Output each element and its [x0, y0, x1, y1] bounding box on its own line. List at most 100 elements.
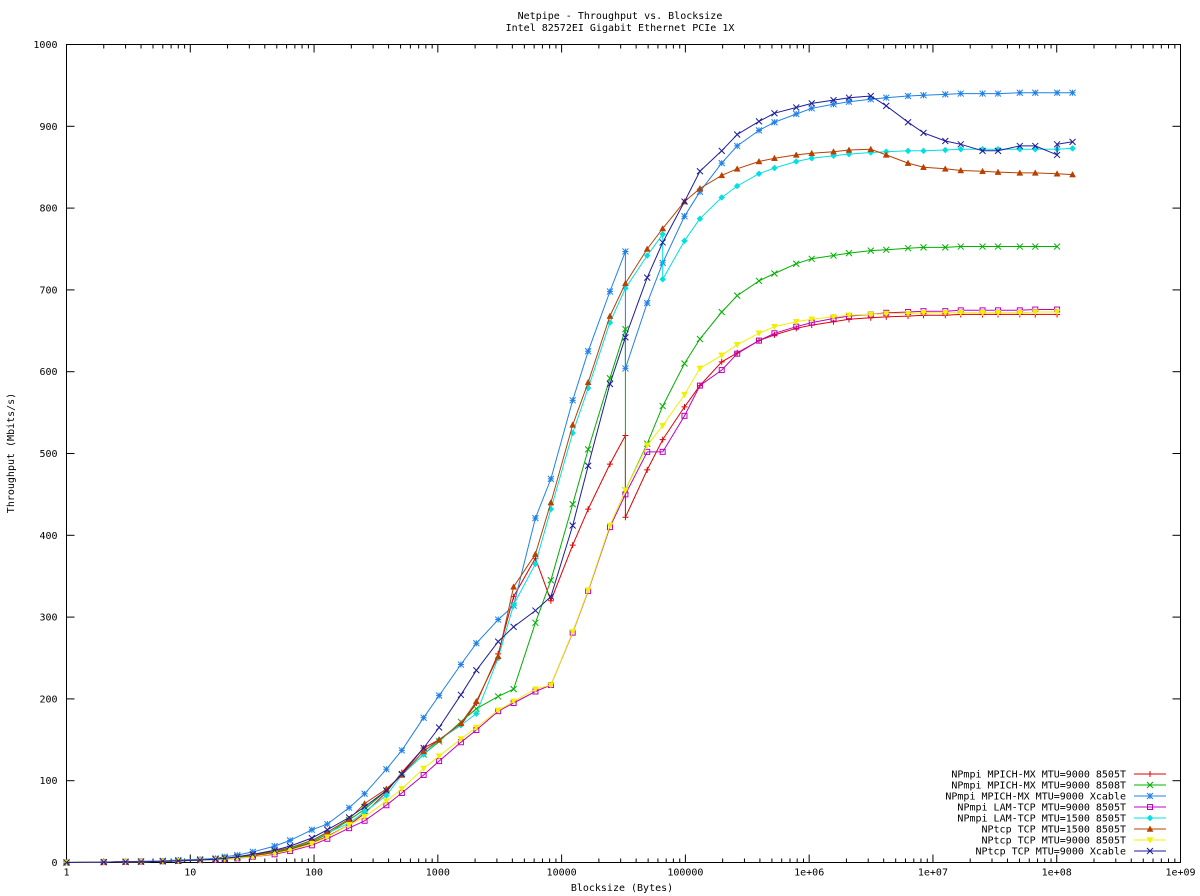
data-point	[569, 542, 576, 549]
data-point	[920, 129, 927, 137]
data-point	[830, 148, 837, 155]
data-point	[681, 237, 688, 245]
data-point	[957, 243, 965, 250]
data-point	[547, 475, 555, 483]
series-line	[66, 311, 1058, 863]
data-point	[808, 154, 816, 162]
data-point	[457, 736, 465, 743]
data-point	[867, 311, 875, 318]
data-point	[643, 442, 651, 449]
legend-label: NPmpi LAM-TCP MTU=1500 8505T	[957, 814, 1126, 825]
data-point	[398, 770, 406, 778]
data-point	[808, 100, 816, 107]
data-point	[286, 837, 294, 844]
data-point	[696, 184, 704, 192]
data-point	[361, 803, 368, 811]
data-point	[345, 814, 353, 821]
data-point	[1147, 771, 1153, 777]
data-point	[643, 299, 651, 307]
x-tick-label: 100	[305, 868, 323, 879]
data-point	[845, 98, 853, 106]
data-point	[1031, 169, 1039, 176]
data-point	[547, 499, 555, 506]
data-point	[830, 252, 837, 259]
data-point	[643, 274, 651, 281]
data-point	[979, 167, 986, 175]
data-point	[808, 316, 816, 323]
chart-subtitle: Intel 82572EI Gigabit Ethernet PCIe 1X	[506, 23, 735, 34]
data-point	[249, 850, 257, 858]
data-point	[457, 661, 465, 668]
data-point	[569, 522, 577, 529]
data-point	[904, 310, 912, 318]
data-point	[510, 698, 518, 705]
data-point	[510, 685, 517, 693]
data-point	[755, 118, 763, 125]
data-point	[1031, 243, 1039, 250]
data-point	[643, 252, 651, 259]
y-tick-label: 800	[39, 204, 57, 215]
data-point	[584, 462, 592, 470]
data-point	[622, 248, 629, 255]
data-point	[122, 858, 129, 866]
data-point	[271, 846, 278, 854]
data-point	[532, 619, 539, 627]
data-point	[1016, 310, 1024, 317]
data-point	[979, 147, 986, 155]
data-point	[420, 771, 427, 778]
data-point	[286, 842, 294, 850]
data-point	[718, 171, 726, 179]
data-point	[584, 446, 592, 453]
data-point	[696, 382, 703, 389]
data-point	[792, 319, 800, 326]
series-7	[63, 309, 1061, 867]
data-point	[681, 360, 688, 367]
data-point	[733, 292, 741, 299]
data-point	[920, 91, 927, 99]
data-point	[867, 92, 875, 100]
data-point	[994, 310, 1002, 317]
legend-label: NPtcp TCP MTU=1500 8505T	[982, 825, 1127, 836]
data-point	[532, 560, 539, 568]
data-point	[382, 798, 390, 805]
x-tick-label: 1e+08	[1042, 868, 1072, 879]
data-point	[733, 165, 741, 172]
y-tick-label: 400	[39, 531, 57, 542]
x-tick-label: 1000	[426, 868, 450, 879]
data-point	[718, 367, 725, 374]
series-line	[66, 95, 1073, 863]
y-tick-label: 600	[39, 367, 57, 378]
data-point	[1016, 243, 1024, 250]
data-point	[1146, 825, 1154, 832]
data-point	[659, 225, 667, 232]
data-point	[941, 137, 949, 145]
series-line	[66, 148, 1073, 863]
data-point	[510, 623, 517, 631]
data-point	[882, 102, 890, 110]
data-point	[1146, 781, 1154, 789]
data-point	[867, 95, 875, 103]
data-point	[1053, 170, 1061, 177]
data-point	[882, 151, 890, 158]
y-tick-label: 900	[39, 122, 57, 133]
x-axis-label: Blocksize (Bytes)	[571, 883, 673, 894]
data-point	[718, 159, 726, 167]
data-point	[867, 145, 875, 152]
plot-frame	[66, 44, 1181, 863]
data-point	[1146, 814, 1154, 822]
data-point	[979, 243, 986, 250]
data-point	[941, 244, 949, 251]
data-point	[435, 724, 443, 731]
data-point	[920, 163, 927, 170]
data-point	[473, 710, 480, 717]
data-point	[510, 583, 518, 590]
data-point	[904, 118, 912, 126]
data-point	[755, 157, 763, 165]
data-point	[994, 90, 1002, 97]
data-point	[606, 461, 613, 468]
legend-label: NPtcp TCP MTU=9000 Xcable	[975, 847, 1126, 858]
data-point	[659, 275, 667, 283]
data-point	[174, 857, 182, 865]
data-point	[494, 638, 502, 645]
data-point	[808, 255, 816, 263]
